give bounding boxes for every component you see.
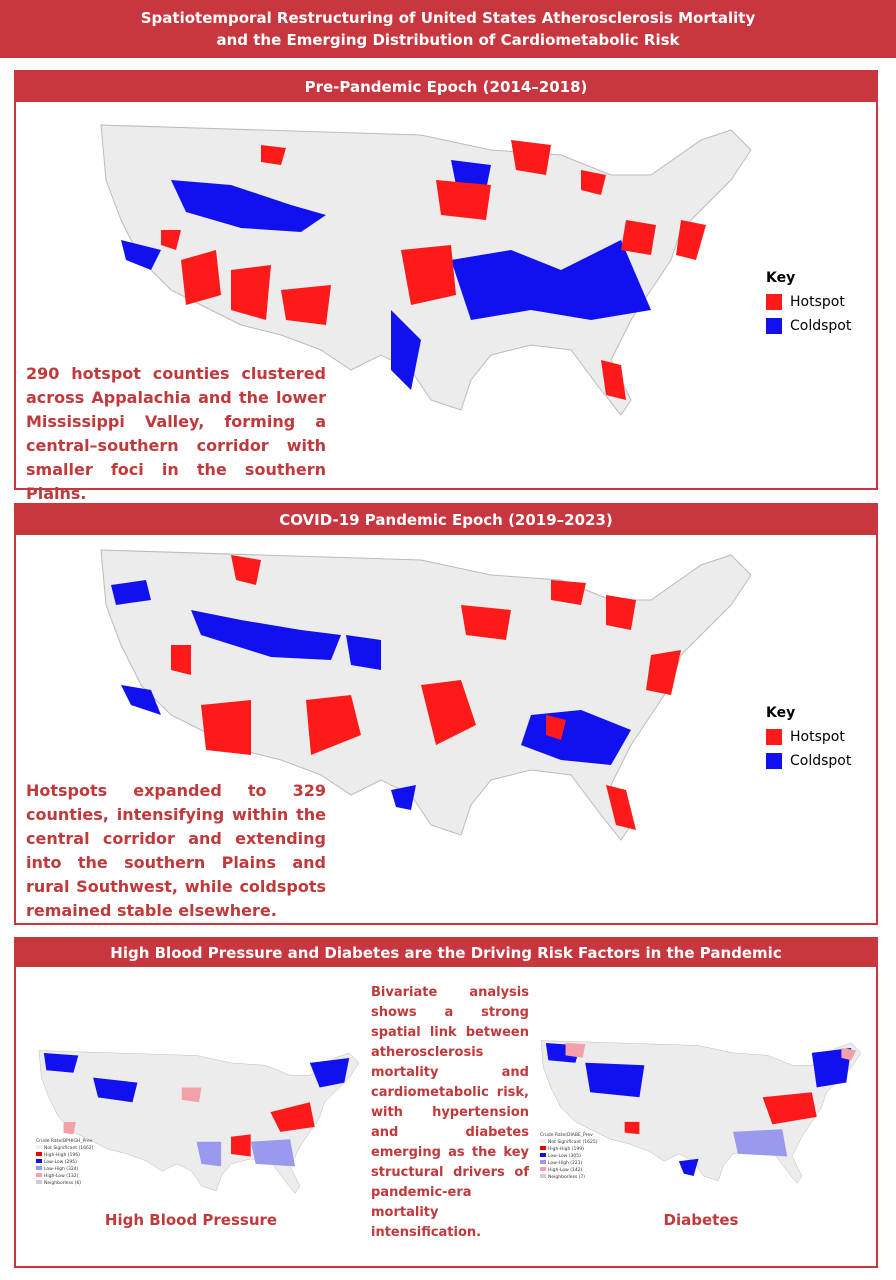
legend-item: Low-High (221): [548, 1161, 583, 1166]
legend-item: Neighborless (6): [44, 1181, 82, 1186]
legend-item: High-Low (132): [44, 1174, 79, 1179]
key: Key Hotspot Coldspot: [766, 705, 851, 777]
key-title: Key: [766, 705, 796, 721]
panel-title: High Blood Pressure and Diabetes are the…: [16, 939, 876, 967]
key-title: Key: [766, 270, 796, 286]
key-item: Coldspot: [790, 753, 852, 769]
legend-item: Not Significant (1625): [548, 1140, 598, 1145]
panel-title: COVID-19 Pandemic Epoch (2019–2023): [16, 505, 876, 535]
header: Spatiotemporal Restructuring of United S…: [0, 0, 896, 58]
caption: High Blood Pressure: [104, 1211, 278, 1229]
swatch: [766, 294, 782, 310]
legend-item: High-High (196): [44, 1153, 80, 1158]
map: [91, 545, 761, 845]
key-item: Hotspot: [790, 729, 845, 745]
legend-item: Neighborless (7): [548, 1175, 586, 1180]
legend-title: Crude Rate(BPHIGH_Prev: [36, 1139, 93, 1144]
panel-title: Pre-Pandemic Epoch (2014–2018): [16, 72, 876, 102]
swatch: [766, 729, 782, 745]
swatch: [766, 753, 782, 769]
panel: High Blood Pressure and Diabetes are the…: [14, 937, 878, 1268]
legend-item: High-Low (142): [548, 1168, 583, 1173]
legend: Crude Rate(DIABE_Prev Not Significant (1…: [540, 1133, 597, 1181]
legend: Crude Rate(BPHIGH_Prev Not Significant (…: [36, 1139, 93, 1187]
panel: Pre-Pandemic Epoch (2014–2018) 290 hotsp…: [14, 70, 878, 503]
legend-item: Not Significant (1662): [44, 1146, 94, 1151]
key: Key Hotspot Coldspot: [766, 270, 851, 342]
caption: Diabetes: [663, 1211, 739, 1229]
legend-item: Low-Low (305): [548, 1154, 581, 1159]
legend-item: High-High (199): [548, 1147, 584, 1152]
swatch: [766, 318, 782, 334]
risk-text: Bivariate analysis shows a strong spatia…: [371, 985, 529, 1240]
key-item: Hotspot: [790, 294, 845, 310]
key-item: Coldspot: [790, 318, 852, 334]
map: [536, 1037, 866, 1187]
summary: Hotspots expanded to 329 counties, inten…: [26, 781, 326, 920]
summary: 290 hotspot counties clustered across Ap…: [26, 364, 326, 503]
map: [34, 1047, 364, 1197]
panel: COVID-19 Pandemic Epoch (2019–2023) Hots…: [14, 503, 878, 925]
legend-item: Low-Low (295): [44, 1160, 77, 1165]
legend-item: Low-High (324): [44, 1167, 79, 1172]
map: [91, 120, 761, 420]
title: Spatiotemporal Restructuring of United S…: [140, 9, 756, 49]
legend-title: Crude Rate(DIABE_Prev: [540, 1133, 593, 1138]
